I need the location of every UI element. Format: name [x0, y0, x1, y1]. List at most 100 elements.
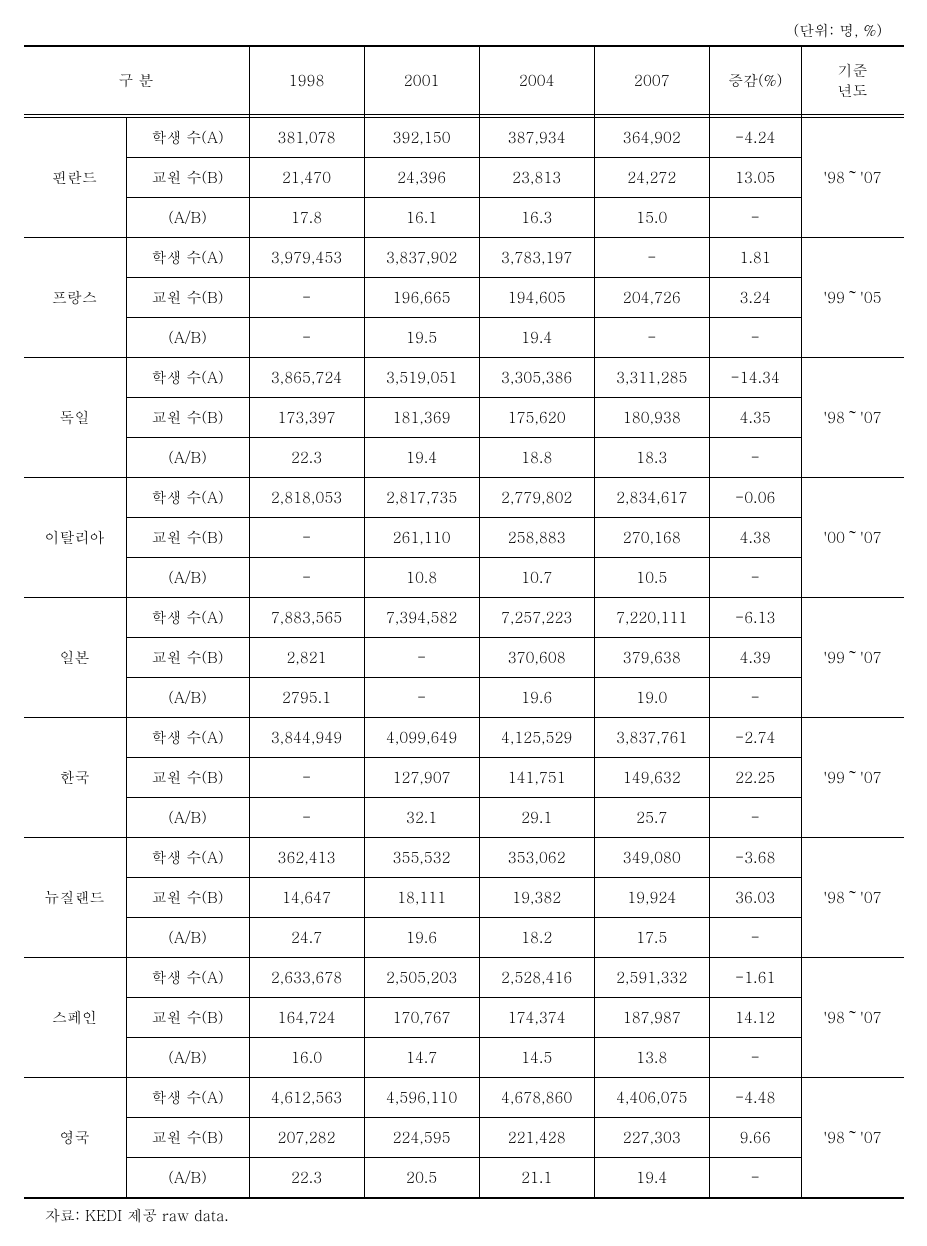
table-row: 이탈리아학생 수(A)2,818,0532,817,7352,779,8022,… [24, 478, 904, 518]
data-cell: 29.1 [479, 798, 594, 838]
data-cell: 24.7 [249, 918, 364, 958]
metric-label-cell: 학생 수(A) [126, 838, 249, 878]
data-cell: 22.3 [249, 438, 364, 478]
table-row: 교원 수(B)-127,907141,751149,63222.25 [24, 758, 904, 798]
metric-label-cell: (A/B) [126, 558, 249, 598]
data-cell: 19.4 [594, 1158, 709, 1199]
data-cell: 19,382 [479, 878, 594, 918]
table-row: 프랑스학생 수(A)3,979,4533,837,9023,783,197-1.… [24, 238, 904, 278]
data-cell: 174,374 [479, 998, 594, 1038]
data-cell: -6.13 [709, 598, 801, 638]
data-cell: 17.5 [594, 918, 709, 958]
metric-label-cell: 학생 수(A) [126, 358, 249, 398]
data-cell: 194,605 [479, 278, 594, 318]
data-cell: 7,394,582 [364, 598, 479, 638]
data-cell: - [709, 438, 801, 478]
table-row: 교원 수(B)2,821-370,608379,6384.39 [24, 638, 904, 678]
data-cell: 19.4 [479, 318, 594, 358]
data-cell: 2,821 [249, 638, 364, 678]
data-cell: 7,220,111 [594, 598, 709, 638]
data-cell: 10.7 [479, 558, 594, 598]
header-2004: 2004 [479, 46, 594, 115]
data-cell: 227,303 [594, 1118, 709, 1158]
metric-label-cell: 학생 수(A) [126, 598, 249, 638]
data-cell: 3,979,453 [249, 238, 364, 278]
data-cell: 181,369 [364, 398, 479, 438]
data-cell: 21.1 [479, 1158, 594, 1199]
header-baseyear-line2: 년도 [838, 80, 868, 101]
data-cell: 22.25 [709, 758, 801, 798]
metric-label-cell: 교원 수(B) [126, 758, 249, 798]
data-cell: - [364, 638, 479, 678]
data-cell: - [709, 918, 801, 958]
data-cell: - [249, 558, 364, 598]
data-cell: 19.4 [364, 438, 479, 478]
data-cell: 224,595 [364, 1118, 479, 1158]
data-cell: 24,272 [594, 158, 709, 198]
data-cell: -14.34 [709, 358, 801, 398]
data-cell: 16.3 [479, 198, 594, 238]
data-cell: 19.6 [364, 918, 479, 958]
data-cell: 2,834,617 [594, 478, 709, 518]
data-cell: 20.5 [364, 1158, 479, 1199]
data-cell: - [709, 558, 801, 598]
data-cell: - [709, 198, 801, 238]
data-cell: 3,837,761 [594, 718, 709, 758]
data-cell: 14.5 [479, 1038, 594, 1078]
metric-label-cell: 교원 수(B) [126, 518, 249, 558]
table-row: 핀란드학생 수(A)381,078392,150387,934364,902-4… [24, 118, 904, 158]
data-table: 구 분 1998 2001 2004 2007 증감(%) 기준 년도 핀란드학… [24, 45, 904, 1199]
table-row: (A/B)22.319.418.818.3- [24, 438, 904, 478]
header-row: 구 분 1998 2001 2004 2007 증감(%) 기준 년도 [24, 46, 904, 115]
data-cell: 3,837,902 [364, 238, 479, 278]
data-cell: 3,311,285 [594, 358, 709, 398]
table-row: 독일학생 수(A)3,865,7243,519,0513,305,3863,31… [24, 358, 904, 398]
header-baseyear: 기준 년도 [801, 46, 904, 115]
data-cell: - [594, 238, 709, 278]
data-cell: 16.0 [249, 1038, 364, 1078]
data-cell: 14.7 [364, 1038, 479, 1078]
data-cell: 141,751 [479, 758, 594, 798]
data-cell: -4.24 [709, 118, 801, 158]
table-row: (A/B)-32.129.125.7- [24, 798, 904, 838]
data-cell: - [364, 678, 479, 718]
data-cell: - [249, 318, 364, 358]
table-row: 교원 수(B)164,724170,767174,374187,98714.12 [24, 998, 904, 1038]
data-cell: 10.8 [364, 558, 479, 598]
data-cell: 175,620 [479, 398, 594, 438]
data-cell: 19.5 [364, 318, 479, 358]
data-cell: 2,818,053 [249, 478, 364, 518]
unit-label: (단위: 명, %) [20, 20, 907, 45]
data-cell: 2,779,802 [479, 478, 594, 518]
metric-label-cell: 학생 수(A) [126, 718, 249, 758]
data-cell: -3.68 [709, 838, 801, 878]
data-cell: 18,111 [364, 878, 479, 918]
data-cell: 164,724 [249, 998, 364, 1038]
metric-label-cell: (A/B) [126, 1038, 249, 1078]
metric-label-cell: 교원 수(B) [126, 278, 249, 318]
data-cell: 207,282 [249, 1118, 364, 1158]
data-cell: 196,665 [364, 278, 479, 318]
data-cell: 3,305,386 [479, 358, 594, 398]
data-cell: 21,470 [249, 158, 364, 198]
data-cell: 127,907 [364, 758, 479, 798]
data-cell: 3,783,197 [479, 238, 594, 278]
data-cell: - [249, 758, 364, 798]
table-row: (A/B)-19.519.4-- [24, 318, 904, 358]
data-cell: 19.0 [594, 678, 709, 718]
data-cell: 7,257,223 [479, 598, 594, 638]
data-cell: 18.3 [594, 438, 709, 478]
data-cell: 387,934 [479, 118, 594, 158]
data-cell: 36.03 [709, 878, 801, 918]
country-cell: 일본 [24, 598, 127, 718]
table-row: 교원 수(B)173,397181,369175,620180,9384.35 [24, 398, 904, 438]
data-cell: 170,767 [364, 998, 479, 1038]
data-cell: 258,883 [479, 518, 594, 558]
table-row: (A/B)17.816.116.315.0- [24, 198, 904, 238]
data-cell: 4,678,860 [479, 1078, 594, 1118]
baseyear-cell: '00～'07 [801, 478, 904, 598]
data-cell: 370,608 [479, 638, 594, 678]
country-cell: 뉴질랜드 [24, 838, 127, 958]
metric-label-cell: (A/B) [126, 198, 249, 238]
baseyear-cell: '98～'07 [801, 838, 904, 958]
